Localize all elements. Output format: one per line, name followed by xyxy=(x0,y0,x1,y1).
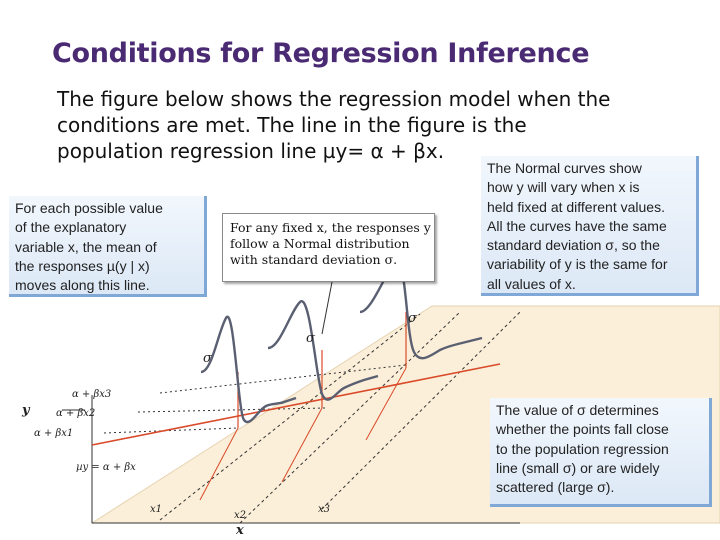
inset-line: For any fixed x, the responses y xyxy=(230,220,431,235)
callout-line: The Normal curves show xyxy=(487,160,642,176)
x1-guide-line xyxy=(159,313,421,521)
callout-line: For each possible value xyxy=(15,200,163,216)
callout-line: standard deviation σ, so the xyxy=(487,237,660,254)
callout-line: The value of σ determines xyxy=(496,402,659,418)
x3-tick-label: x3 xyxy=(318,504,330,515)
y-axis-label: y xyxy=(21,403,31,418)
callout-line: variable x, the mean of xyxy=(15,238,157,255)
normal-curve-x2 xyxy=(267,300,379,401)
callout-line: all values of x. xyxy=(487,275,576,292)
callout-sigma: The value of σ determines whether the po… xyxy=(490,398,712,507)
callout-line: to the population regression xyxy=(496,440,669,457)
callout-line: of the explanatory xyxy=(15,219,127,236)
x2-guide-line xyxy=(239,311,461,524)
mean-level-x3 xyxy=(159,364,407,394)
callout-line: whether the points fall close xyxy=(496,421,669,438)
sigma-label-x2: σ xyxy=(306,331,316,346)
x3-to-axis xyxy=(365,367,407,441)
mean-label-x3: α + βx3 xyxy=(72,389,111,400)
mean-label-x1: α + βx1 xyxy=(34,428,73,439)
x-axis-label: x xyxy=(235,523,244,538)
body-line: The figure below shows the regression mo… xyxy=(57,87,611,111)
x1-to-axis xyxy=(199,427,239,501)
mean-level-x1 xyxy=(103,427,239,434)
inset-line: follow a Normal distribution xyxy=(230,236,410,251)
normal-curve-x1 xyxy=(200,315,297,424)
callout-line: moves along this line. xyxy=(15,277,150,294)
callout-line: scattered (large σ). xyxy=(496,479,615,496)
callout-mean-line: For each possible value of the explanato… xyxy=(9,196,207,297)
x2-tick-label: x2 xyxy=(234,510,246,521)
body-line: conditions are met. The line in the figu… xyxy=(57,113,527,137)
slide-title: Conditions for Regression Inference xyxy=(52,38,590,69)
slide-body-text: The figure below shows the regression mo… xyxy=(57,86,657,164)
callout-line: the responses µ(y | x) xyxy=(15,257,150,274)
x1-tick-label: x1 xyxy=(150,504,162,515)
inset-line: with standard deviation σ. xyxy=(230,252,398,267)
callout-line: line (small σ) or are widely xyxy=(496,459,660,476)
sigma-label-x3: σ xyxy=(408,311,418,326)
callout-line: how y will vary when x is xyxy=(487,179,640,196)
callout-line: variability of y is the same for xyxy=(487,256,668,273)
callout-normal-curves: The Normal curves show how y will vary w… xyxy=(481,156,699,296)
mean-line-label: µy = α + βx xyxy=(76,462,136,473)
mean-label-x2: α + βx2 xyxy=(56,408,95,419)
x2-to-axis xyxy=(281,407,323,483)
x3-guide-line xyxy=(321,311,521,510)
figure-inset-box: For any fixed x, the responses y follow … xyxy=(222,213,435,282)
callout-line: All the curves have the same xyxy=(487,217,667,234)
inset-pointer xyxy=(321,281,333,335)
population-regression-line xyxy=(91,363,501,446)
sigma-label-x1: σ xyxy=(203,351,213,366)
callout-line: held fixed at different values. xyxy=(487,198,665,215)
body-line: population regression line µy= α + βx. xyxy=(57,139,445,163)
mean-level-x2 xyxy=(137,407,326,413)
